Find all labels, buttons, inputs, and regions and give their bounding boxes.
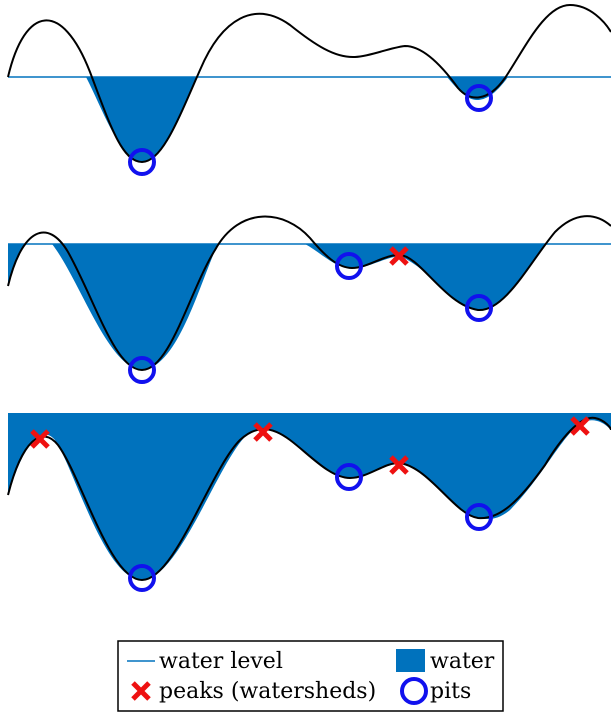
- legend-box: [117, 640, 504, 712]
- peak-marker: [253, 422, 273, 442]
- legend-label-water-level: water level: [159, 649, 283, 674]
- legend-label-pits: pits: [430, 679, 471, 704]
- pit-marker: [465, 84, 493, 112]
- water-basin-right: [447, 77, 508, 100]
- terrain-profile: [7, 215, 611, 372]
- peak-swatch: [131, 681, 151, 701]
- panel-low-water-level: [7, 3, 611, 176]
- water-fill: [8, 413, 611, 580]
- pit-marker: [128, 148, 156, 176]
- pit-marker: [465, 503, 493, 531]
- legend: water level water peaks (watersheds) pit…: [117, 640, 504, 712]
- water-basin-left: [8, 244, 27, 286]
- pit-marker: [335, 463, 363, 491]
- panel-high-water-level: [7, 413, 611, 592]
- legend-label-water: water: [430, 649, 495, 674]
- pit-marker: [335, 252, 363, 280]
- peak-marker: [30, 429, 50, 449]
- peak-marker: [570, 416, 590, 436]
- peak-marker: [389, 455, 409, 475]
- pit-marker: [128, 564, 156, 592]
- pit-marker: [128, 356, 156, 384]
- legend-label-peaks: peaks (watersheds): [159, 679, 376, 704]
- terrain-profile: [7, 416, 611, 582]
- water-swatch: [396, 649, 425, 672]
- pit-marker: [465, 294, 493, 322]
- pit-swatch: [400, 677, 428, 705]
- water-basin-left: [86, 77, 197, 162]
- panel-middle-water-level: [7, 215, 611, 384]
- water-basin-main: [52, 244, 218, 370]
- water-basin-right: [305, 244, 545, 310]
- peak-marker: [389, 246, 409, 266]
- terrain-profile: [7, 3, 611, 164]
